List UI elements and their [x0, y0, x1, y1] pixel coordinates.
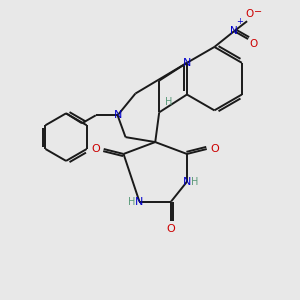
Text: O: O: [210, 144, 219, 154]
Text: N: N: [183, 58, 191, 68]
Text: O: O: [245, 9, 253, 19]
Text: H: H: [128, 196, 135, 206]
Text: O: O: [92, 144, 100, 154]
Text: N: N: [135, 196, 144, 206]
Text: N: N: [113, 110, 122, 120]
Text: N: N: [230, 26, 238, 36]
Text: O: O: [249, 39, 257, 49]
Text: O: O: [167, 224, 176, 234]
Text: N: N: [183, 177, 191, 187]
Text: +: +: [236, 17, 243, 26]
Text: H: H: [165, 98, 173, 107]
Text: −: −: [254, 7, 262, 17]
Text: H: H: [191, 177, 199, 187]
